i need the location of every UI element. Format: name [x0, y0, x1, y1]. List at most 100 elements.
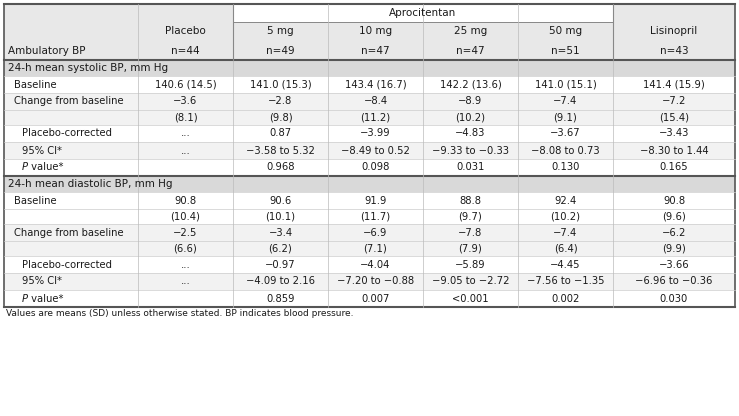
Text: −8.49 to 0.52: −8.49 to 0.52: [341, 146, 410, 156]
Bar: [4, 224, 735, 241]
Text: −2.5: −2.5: [174, 228, 198, 238]
Text: Aprocitentan: Aprocitentan: [389, 8, 457, 18]
Text: (9.8): (9.8): [269, 112, 293, 122]
Bar: [4, 93, 735, 110]
Bar: [4, 241, 735, 256]
Text: (11.7): (11.7): [361, 211, 391, 221]
Bar: [4, 290, 735, 307]
Text: 88.8: 88.8: [460, 196, 482, 206]
Text: Baseline: Baseline: [14, 79, 57, 89]
Text: (11.2): (11.2): [361, 112, 391, 122]
Text: <0.001: <0.001: [452, 294, 488, 304]
Text: −3.6: −3.6: [174, 97, 197, 106]
Text: P: P: [22, 294, 28, 304]
Text: −3.66: −3.66: [658, 260, 689, 270]
Text: value*: value*: [28, 163, 64, 173]
Text: Change from baseline: Change from baseline: [14, 228, 123, 238]
Text: −3.58 to 5.32: −3.58 to 5.32: [246, 146, 315, 156]
Text: −7.4: −7.4: [554, 97, 578, 106]
Text: (7.9): (7.9): [459, 243, 483, 253]
Text: −8.4: −8.4: [364, 97, 387, 106]
Bar: [4, 41, 735, 60]
Text: n=49: n=49: [266, 45, 295, 55]
Text: −4.09 to 2.16: −4.09 to 2.16: [246, 277, 315, 287]
Text: 91.9: 91.9: [364, 196, 386, 206]
Text: −7.20 to −0.88: −7.20 to −0.88: [337, 277, 414, 287]
Bar: [4, 60, 735, 76]
Text: 141.0 (15.3): 141.0 (15.3): [250, 79, 311, 89]
Text: −6.2: −6.2: [662, 228, 687, 238]
Text: 142.2 (13.6): 142.2 (13.6): [440, 79, 501, 89]
Text: Placebo: Placebo: [165, 27, 206, 37]
Text: −9.33 to −0.33: −9.33 to −0.33: [432, 146, 509, 156]
Text: −7.2: −7.2: [662, 97, 687, 106]
Bar: [4, 110, 735, 125]
Text: value*: value*: [28, 294, 64, 304]
Text: −7.8: −7.8: [458, 228, 483, 238]
Bar: [4, 273, 735, 290]
Text: ...: ...: [180, 260, 191, 270]
Text: 0.968: 0.968: [266, 163, 295, 173]
Text: −4.83: −4.83: [455, 129, 486, 139]
Text: 90.6: 90.6: [270, 196, 292, 206]
Text: n=43: n=43: [660, 45, 688, 55]
Text: 141.4 (15.9): 141.4 (15.9): [643, 79, 705, 89]
Bar: [4, 159, 735, 176]
Text: Lisinopril: Lisinopril: [650, 27, 698, 37]
Text: (7.1): (7.1): [364, 243, 387, 253]
Text: −6.9: −6.9: [364, 228, 388, 238]
Text: ...: ...: [180, 129, 191, 139]
Text: ...: ...: [180, 277, 191, 287]
Bar: [233, 4, 613, 22]
Text: 95% CI*: 95% CI*: [22, 277, 62, 287]
Bar: [4, 142, 735, 159]
Text: −3.67: −3.67: [551, 129, 581, 139]
Text: Ambulatory BP: Ambulatory BP: [8, 45, 86, 55]
Text: 0.030: 0.030: [660, 294, 688, 304]
Bar: [4, 192, 735, 209]
Text: 10 mg: 10 mg: [359, 27, 392, 37]
Text: 92.4: 92.4: [554, 196, 576, 206]
Text: (8.1): (8.1): [174, 112, 197, 122]
Text: 50 mg: 50 mg: [549, 27, 582, 37]
Bar: [4, 125, 735, 142]
Text: 5 mg: 5 mg: [268, 27, 294, 37]
Text: 25 mg: 25 mg: [454, 27, 487, 37]
Text: 0.87: 0.87: [270, 129, 292, 139]
Bar: [4, 22, 735, 41]
Text: P: P: [22, 163, 28, 173]
Text: (10.4): (10.4): [171, 211, 200, 221]
Text: −7.4: −7.4: [554, 228, 578, 238]
Text: Placebo-corrected: Placebo-corrected: [22, 260, 112, 270]
Text: Values are means (SD) unless otherwise stated. BP indicates blood pressure.: Values are means (SD) unless otherwise s…: [6, 310, 353, 319]
Text: (10.2): (10.2): [551, 211, 581, 221]
Text: n=44: n=44: [171, 45, 200, 55]
Text: −5.89: −5.89: [455, 260, 486, 270]
Text: −2.8: −2.8: [268, 97, 293, 106]
Text: n=47: n=47: [456, 45, 485, 55]
Text: 0.098: 0.098: [361, 163, 389, 173]
Text: 24-h mean diastolic BP, mm Hg: 24-h mean diastolic BP, mm Hg: [8, 179, 172, 189]
Text: (9.6): (9.6): [662, 211, 686, 221]
Text: (6.2): (6.2): [268, 243, 293, 253]
Bar: [4, 209, 735, 224]
Text: −9.05 to −2.72: −9.05 to −2.72: [432, 277, 509, 287]
Text: 0.859: 0.859: [266, 294, 295, 304]
Text: (6.6): (6.6): [174, 243, 197, 253]
Text: 0.165: 0.165: [660, 163, 688, 173]
Text: −8.08 to 0.73: −8.08 to 0.73: [531, 146, 600, 156]
Text: 141.0 (15.1): 141.0 (15.1): [534, 79, 596, 89]
Text: 143.4 (16.7): 143.4 (16.7): [344, 79, 406, 89]
Text: 140.6 (14.5): 140.6 (14.5): [154, 79, 217, 89]
Text: −4.45: −4.45: [551, 260, 581, 270]
Text: (10.1): (10.1): [265, 211, 296, 221]
Text: 0.002: 0.002: [551, 294, 579, 304]
Text: (9.9): (9.9): [662, 243, 686, 253]
Text: n=51: n=51: [551, 45, 580, 55]
Bar: [4, 256, 735, 273]
Text: (15.4): (15.4): [659, 112, 689, 122]
Text: −3.4: −3.4: [268, 228, 293, 238]
Text: 0.007: 0.007: [361, 294, 389, 304]
Text: Baseline: Baseline: [14, 196, 57, 206]
Text: −8.9: −8.9: [458, 97, 483, 106]
